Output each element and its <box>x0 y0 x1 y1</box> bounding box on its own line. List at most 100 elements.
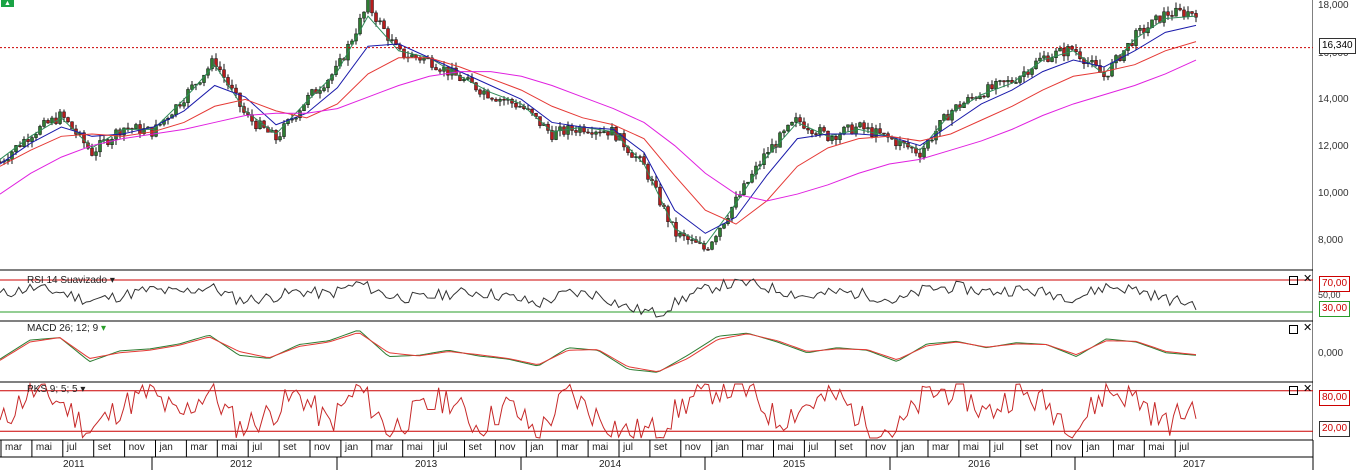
rsi-maximize-icon[interactable] <box>1289 276 1298 285</box>
month-label: nov <box>499 442 516 453</box>
candle <box>46 120 50 124</box>
candle <box>494 99 498 102</box>
candle <box>134 124 138 130</box>
year-label: 2011 <box>63 459 85 470</box>
candle <box>614 126 618 141</box>
candle <box>1058 47 1062 52</box>
pks-title[interactable]: PKS 9; 5; 5 ▾ <box>27 384 85 396</box>
candle <box>942 114 946 121</box>
macd-title[interactable]: MACD 26; 12; 9 ▾ <box>27 323 106 335</box>
candle <box>254 120 258 129</box>
candle <box>550 130 554 140</box>
price-tick: 12,000 <box>1318 141 1349 152</box>
month-label: mar <box>1117 442 1135 453</box>
rsi-close-icon[interactable]: ✕ <box>1303 273 1313 285</box>
month-label: set <box>839 442 853 453</box>
candle <box>190 84 194 90</box>
candle <box>462 78 466 81</box>
month-label: set <box>283 442 297 453</box>
rsi-level-30: 30,00 <box>1319 301 1351 317</box>
candle <box>1186 11 1190 17</box>
rsi-title-text: RSI 14 Suavizado <box>27 275 108 286</box>
candle <box>34 134 38 138</box>
candle <box>230 84 234 89</box>
candle <box>1102 72 1106 77</box>
month-label: jan <box>715 442 730 453</box>
pks-close-icon[interactable]: ✕ <box>1303 383 1313 395</box>
candle <box>994 80 998 89</box>
macd-dropdown-icon[interactable]: ▾ <box>100 323 106 334</box>
symbol-logo-icon: ▲ <box>1 0 14 7</box>
candle <box>574 130 578 133</box>
candle <box>1002 80 1006 83</box>
month-label: jul <box>993 442 1004 453</box>
candle <box>0 161 2 163</box>
candle <box>846 124 850 128</box>
candle <box>1074 49 1078 53</box>
candle <box>834 136 838 140</box>
month-label: jul <box>808 442 819 453</box>
year-label: 2012 <box>230 459 253 470</box>
last-price-label: 16,340 <box>1319 38 1356 54</box>
month-label: mar <box>5 442 23 453</box>
candle <box>702 243 706 250</box>
candle <box>482 90 486 95</box>
moving-average-slow <box>0 59 1197 202</box>
candle <box>638 156 642 158</box>
candle <box>806 128 810 131</box>
month-label: nov <box>1055 442 1072 453</box>
pks-maximize-icon[interactable] <box>1289 386 1298 395</box>
candle <box>122 127 126 136</box>
pks-line <box>0 382 1197 439</box>
rsi-dropdown-icon[interactable]: ▾ <box>109 275 115 286</box>
candle <box>690 239 694 241</box>
candle <box>950 110 954 121</box>
candle <box>882 132 886 135</box>
candle <box>1042 55 1046 59</box>
candle <box>1174 7 1178 17</box>
month-label: set <box>468 442 482 453</box>
candle <box>310 89 314 96</box>
month-label: mar <box>375 442 394 453</box>
candle <box>42 120 46 127</box>
pks-level-80: 80,00 <box>1319 390 1351 406</box>
candle <box>654 180 658 188</box>
year-label: 2015 <box>783 459 806 470</box>
candle <box>402 48 406 58</box>
candle <box>30 137 34 142</box>
rsi-title[interactable]: RSI 14 Suavizado ▾ <box>27 275 115 287</box>
candle <box>1154 15 1158 21</box>
candle <box>274 130 278 141</box>
candle <box>986 84 990 98</box>
candle <box>446 66 450 76</box>
macd-close-icon[interactable]: ✕ <box>1303 322 1313 334</box>
moving-average-fast <box>0 24 1197 234</box>
price-tick: 8,000 <box>1318 235 1344 246</box>
candle <box>622 133 626 148</box>
candle <box>922 147 926 158</box>
candle <box>946 114 950 121</box>
candle <box>1006 80 1010 83</box>
macd-maximize-icon[interactable] <box>1289 325 1298 334</box>
candle <box>566 125 570 135</box>
candle <box>458 75 462 81</box>
candle <box>110 138 114 145</box>
candle <box>678 232 682 237</box>
candle <box>422 57 426 61</box>
candle <box>1106 75 1110 78</box>
candle <box>630 152 634 158</box>
month-label: mar <box>190 442 208 453</box>
macd-zero-label: 0,000 <box>1318 348 1344 359</box>
month-label: jan <box>901 442 915 453</box>
pks-dropdown-icon[interactable]: ▾ <box>80 384 86 395</box>
month-label: nov <box>684 442 701 453</box>
candle <box>730 206 734 219</box>
candle <box>598 131 602 134</box>
candle <box>582 126 586 133</box>
candle <box>1162 11 1166 23</box>
candle <box>1062 47 1066 57</box>
price-tick: 14,000 <box>1318 94 1349 105</box>
candle <box>1090 60 1094 63</box>
candle <box>378 20 382 23</box>
